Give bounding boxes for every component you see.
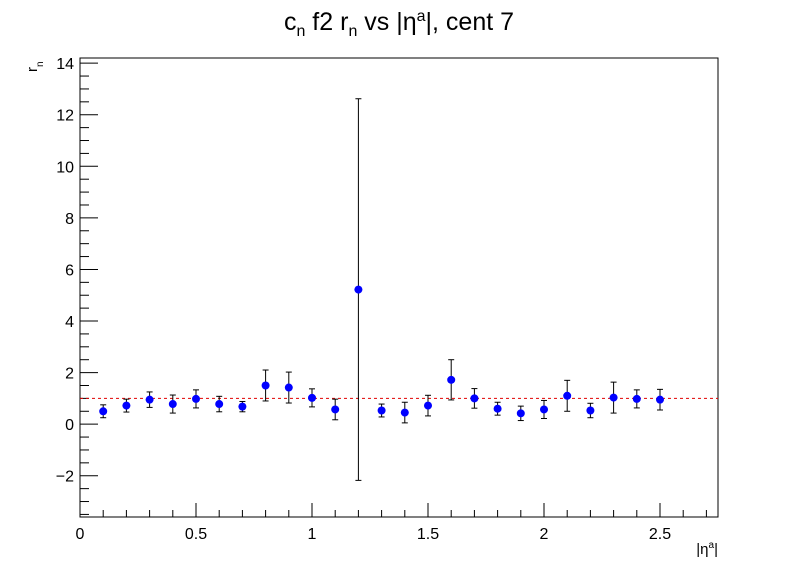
y-tick-label: 8 <box>65 211 74 228</box>
point-marker <box>400 408 409 417</box>
data-point <box>493 401 502 416</box>
data-point <box>470 388 479 409</box>
data-point <box>261 369 270 402</box>
data-point <box>122 398 131 413</box>
point-marker <box>632 394 641 403</box>
data-point <box>540 399 548 419</box>
point-marker <box>354 285 363 294</box>
data-point <box>586 402 595 419</box>
y-tick-label: 12 <box>56 108 74 125</box>
point-marker <box>586 406 595 415</box>
x-tick-label: 0.5 <box>185 526 207 543</box>
chart-title: cn f2 rn vs |ηa|, cent 7 <box>284 8 514 40</box>
x-tick-label: 1.5 <box>417 526 439 543</box>
data-point <box>516 405 525 422</box>
point-marker <box>377 406 386 415</box>
y-tick-label: 14 <box>56 56 74 73</box>
point-marker <box>493 404 502 413</box>
point-marker <box>215 400 224 409</box>
x-tick-label: 0 <box>76 526 85 543</box>
point-marker <box>99 407 108 416</box>
point-marker <box>168 400 177 409</box>
data-point <box>424 394 432 417</box>
y-tick-label: 10 <box>56 159 74 176</box>
data-point <box>354 98 363 481</box>
data-point <box>447 359 456 401</box>
point-marker <box>145 395 154 404</box>
point-marker <box>656 395 664 404</box>
point-marker <box>192 394 200 403</box>
point-marker <box>261 381 270 390</box>
y-tick-label: 0 <box>65 417 74 434</box>
point-marker <box>563 391 572 400</box>
y-tick-label: 6 <box>65 262 74 279</box>
point-marker <box>516 409 525 418</box>
data-point <box>308 388 316 408</box>
point-marker <box>470 394 479 403</box>
point-marker <box>238 402 247 411</box>
data-point <box>238 400 247 413</box>
data-point <box>145 391 154 408</box>
y-tick-label: 4 <box>65 314 74 331</box>
y-axis: −2 0 2 4 6 8 10 12 14 <box>56 56 98 515</box>
point-marker <box>609 393 618 402</box>
data-point <box>377 403 386 418</box>
plot-frame <box>79 57 719 518</box>
data-point <box>609 381 618 414</box>
data-point <box>400 401 409 424</box>
data-points <box>99 98 664 481</box>
x-axis-label: |ηa| <box>696 540 718 558</box>
data-point <box>168 394 177 414</box>
y-tick-label: −2 <box>56 469 74 486</box>
x-tick-label: 1 <box>308 526 317 543</box>
point-marker <box>122 401 131 410</box>
point-marker <box>331 405 340 414</box>
point-marker <box>308 393 316 402</box>
y-tick-label: 2 <box>65 366 74 383</box>
data-point <box>215 395 224 413</box>
point-marker <box>447 375 456 384</box>
y-axis-label: rn <box>24 61 46 72</box>
point-marker <box>540 405 548 414</box>
data-point <box>192 389 200 409</box>
x-tick-label: 2 <box>540 526 549 543</box>
data-point <box>99 404 108 419</box>
x-tick-label: 2.5 <box>649 526 671 543</box>
point-marker <box>284 383 293 392</box>
x-axis: 0 0.5 1 1.5 2 2.5 <box>76 503 707 543</box>
data-point <box>331 398 340 421</box>
data-point <box>563 379 572 412</box>
data-point <box>284 371 293 404</box>
data-point <box>632 389 641 409</box>
data-point <box>656 388 664 411</box>
point-marker <box>424 401 432 410</box>
